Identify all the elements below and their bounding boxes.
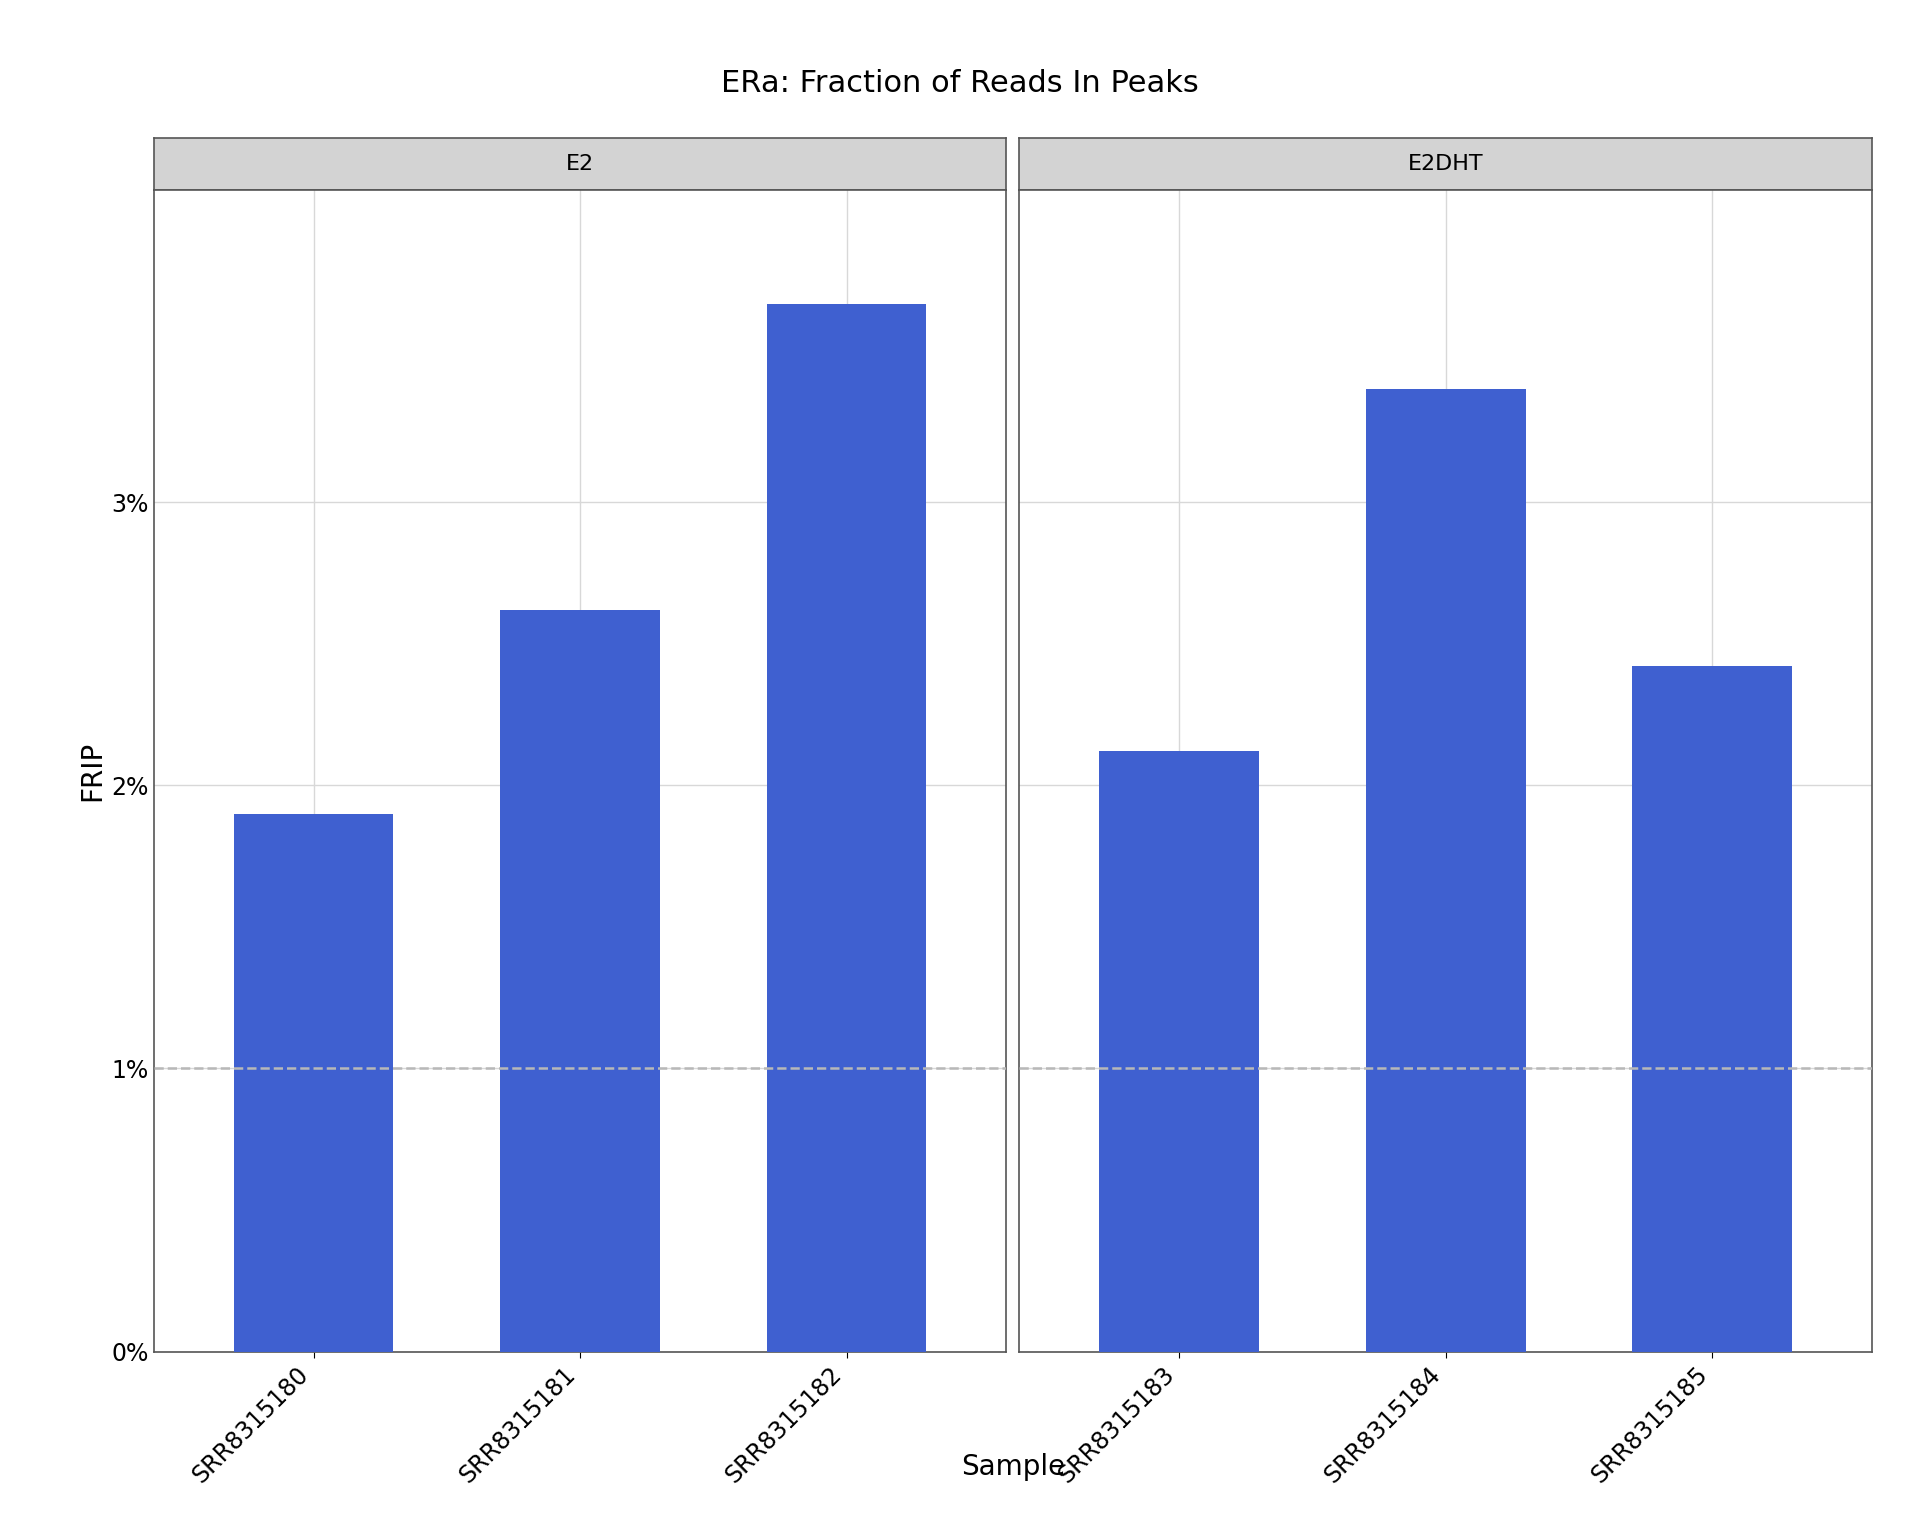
Y-axis label: FRIP: FRIP [79,740,106,802]
Bar [1365,389,1526,1352]
Bar [499,610,660,1352]
Text: ERa: Fraction of Reads In Peaks: ERa: Fraction of Reads In Peaks [722,69,1198,98]
Text: E2: E2 [566,154,593,175]
Bar [234,814,394,1352]
Text: Sample: Sample [960,1453,1066,1481]
Bar [1098,751,1260,1352]
Bar [766,304,927,1352]
Text: E2DHT: E2DHT [1407,154,1484,175]
Bar [1632,667,1791,1352]
